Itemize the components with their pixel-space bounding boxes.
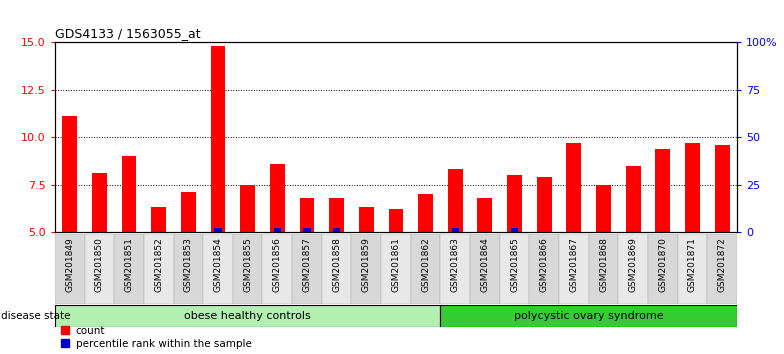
Text: GSM201851: GSM201851 [125, 237, 133, 292]
Text: GSM201850: GSM201850 [95, 237, 103, 292]
Bar [359, 207, 374, 232]
Bar [85, 234, 114, 304]
Text: GSM201855: GSM201855 [243, 237, 252, 292]
Bar [329, 198, 344, 232]
Bar [321, 234, 351, 304]
Text: GSM201870: GSM201870 [659, 237, 667, 292]
Bar [270, 164, 285, 232]
Text: GSM201861: GSM201861 [391, 237, 401, 292]
Bar [529, 234, 559, 304]
Text: GDS4133 / 1563055_at: GDS4133 / 1563055_at [55, 27, 201, 40]
Text: GSM201858: GSM201858 [332, 237, 341, 292]
Bar [263, 234, 292, 304]
Text: GSM201852: GSM201852 [154, 237, 163, 292]
Text: GSM201856: GSM201856 [273, 237, 281, 292]
Bar [589, 234, 619, 304]
Bar [470, 234, 499, 304]
Bar [448, 169, 463, 232]
Bar [499, 234, 529, 304]
Text: disease state: disease state [1, 311, 71, 321]
Bar [292, 234, 321, 304]
Text: GSM201863: GSM201863 [451, 237, 459, 292]
Bar [143, 234, 173, 304]
Bar [274, 228, 281, 232]
Text: GSM201872: GSM201872 [717, 237, 727, 292]
Bar [303, 228, 310, 232]
Bar [626, 166, 641, 232]
Bar [648, 234, 677, 304]
Bar [477, 198, 492, 232]
Bar [181, 192, 196, 232]
Bar [233, 234, 263, 304]
Bar [685, 143, 700, 232]
Text: GSM201859: GSM201859 [361, 237, 371, 292]
Bar [240, 184, 255, 232]
Text: GSM201866: GSM201866 [539, 237, 549, 292]
Bar [715, 145, 730, 232]
Bar [507, 175, 522, 232]
Bar [92, 173, 107, 232]
Bar [351, 234, 381, 304]
Text: GSM201869: GSM201869 [629, 237, 637, 292]
Bar [559, 234, 589, 304]
Text: obese healthy controls: obese healthy controls [184, 311, 311, 321]
Bar [122, 156, 136, 232]
Bar [677, 234, 707, 304]
Text: GSM201854: GSM201854 [213, 237, 223, 292]
Text: GSM201867: GSM201867 [569, 237, 579, 292]
Bar [389, 209, 403, 232]
Bar [511, 228, 518, 232]
Bar [619, 234, 648, 304]
Bar [381, 234, 411, 304]
Bar [707, 234, 737, 304]
Text: GSM201857: GSM201857 [303, 237, 311, 292]
Bar [411, 234, 441, 304]
Text: polycystic ovary syndrome: polycystic ovary syndrome [514, 311, 663, 321]
Bar [537, 177, 552, 232]
Text: GSM201862: GSM201862 [421, 237, 430, 292]
Bar [151, 207, 166, 232]
Bar [55, 234, 85, 304]
Bar [418, 194, 433, 232]
Bar [203, 234, 233, 304]
Bar [655, 149, 670, 232]
Bar [114, 234, 143, 304]
Bar [596, 184, 611, 232]
Text: GSM201864: GSM201864 [481, 237, 489, 292]
Text: GSM201871: GSM201871 [688, 237, 697, 292]
Bar [62, 116, 77, 232]
Bar [214, 228, 222, 232]
Bar [333, 228, 340, 232]
Legend: count, percentile rank within the sample: count, percentile rank within the sample [60, 326, 252, 349]
Bar [55, 305, 441, 327]
Text: GSM201865: GSM201865 [510, 237, 519, 292]
Bar [452, 228, 459, 232]
Bar [299, 198, 314, 232]
Bar [441, 234, 470, 304]
Bar [211, 46, 225, 232]
Text: GSM201868: GSM201868 [599, 237, 608, 292]
Bar [566, 143, 581, 232]
Text: GSM201853: GSM201853 [183, 237, 193, 292]
Text: GSM201849: GSM201849 [65, 237, 74, 292]
Bar [173, 234, 203, 304]
Bar [441, 305, 737, 327]
